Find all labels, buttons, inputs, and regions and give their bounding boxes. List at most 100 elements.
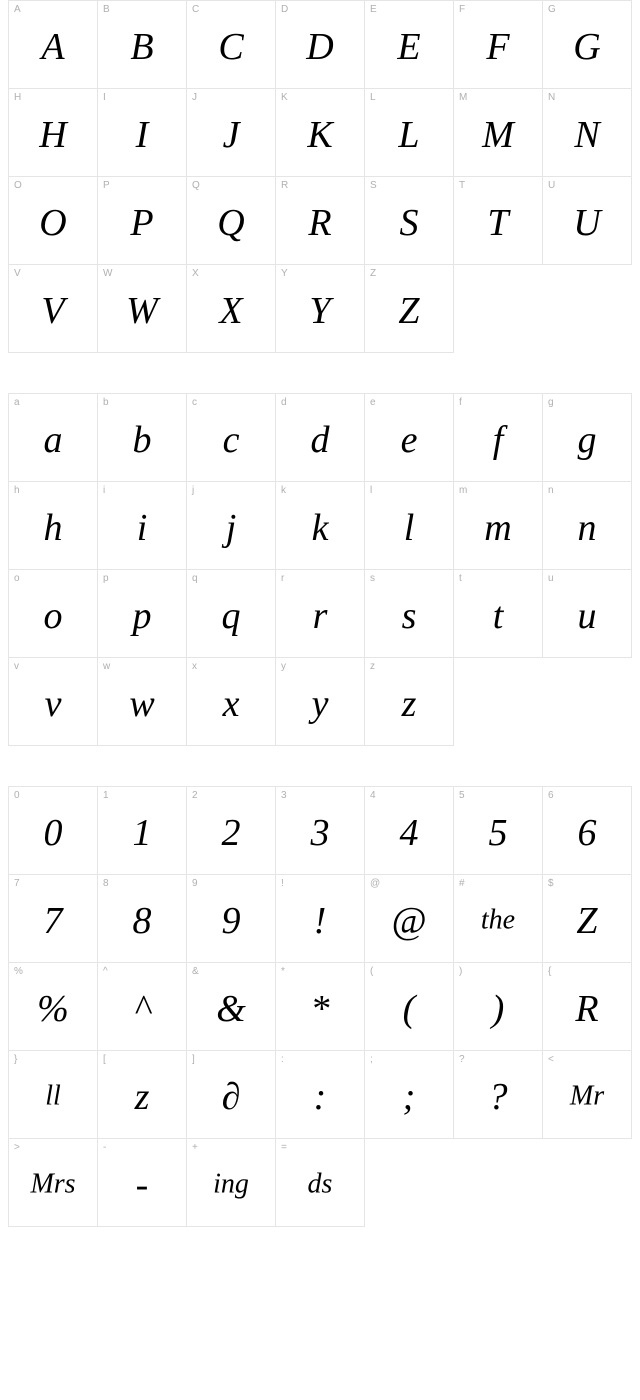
glyph-section-uppercase: AABBCCDDEEFFGGHHIIJJKKLLMMNNOOPPQQRRSSTT… xyxy=(0,0,640,353)
empty-cell xyxy=(543,658,632,746)
glyph-sample: ing xyxy=(213,1170,249,1198)
cell-label: * xyxy=(281,966,285,977)
cell-label: 8 xyxy=(103,878,109,889)
cell-label: D xyxy=(281,4,288,15)
cell-label: 2 xyxy=(192,790,198,801)
cell-label: } xyxy=(14,1054,17,1065)
glyph-sample: 4 xyxy=(400,813,419,851)
cell-label: s xyxy=(370,573,375,584)
cell-label: E xyxy=(370,4,377,15)
glyph-sample: H xyxy=(39,115,66,153)
cell-label: L xyxy=(370,92,376,103)
glyph-sample: f xyxy=(493,420,504,458)
glyph-cell: QQ xyxy=(187,177,276,265)
glyph-sample: a xyxy=(44,420,63,458)
glyph-cell: 88 xyxy=(98,875,187,963)
cell-label: a xyxy=(14,397,20,408)
glyph-cell: 99 xyxy=(187,875,276,963)
cell-label: + xyxy=(192,1142,198,1153)
cell-label: = xyxy=(281,1142,287,1153)
cell-label: 6 xyxy=(548,790,554,801)
cell-label: R xyxy=(281,180,288,191)
glyph-cell: (( xyxy=(365,963,454,1051)
cell-label: A xyxy=(14,4,21,15)
cell-label: B xyxy=(103,4,110,15)
cell-label: g xyxy=(548,397,554,408)
glyph-cell: cc xyxy=(187,394,276,482)
glyph-cell: $Z xyxy=(543,875,632,963)
glyph-cell: RR xyxy=(276,177,365,265)
glyph-cell: EE xyxy=(365,1,454,89)
cell-label: [ xyxy=(103,1054,106,1065)
cell-label: x xyxy=(192,661,197,672)
cell-label: l xyxy=(370,485,372,496)
glyph-cell: yy xyxy=(276,658,365,746)
cell-label: ? xyxy=(459,1054,465,1065)
glyph-cell: #the xyxy=(454,875,543,963)
glyph-cell: FF xyxy=(454,1,543,89)
glyph-cell: ll xyxy=(365,482,454,570)
glyph-section-lowercase: aabbccddeeffgghhiijjkkllmmnnooppqqrrsstt… xyxy=(0,393,640,746)
glyph-sample: 5 xyxy=(489,813,508,851)
glyph-sample: ; xyxy=(403,1077,416,1115)
glyph-cell: dd xyxy=(276,394,365,482)
glyph-sample: D xyxy=(306,27,333,65)
glyph-cell: }ll xyxy=(9,1051,98,1139)
glyph-cell: aa xyxy=(9,394,98,482)
glyph-sample: j xyxy=(226,508,237,546)
glyph-cell: 22 xyxy=(187,787,276,875)
glyph-sample: S xyxy=(400,203,419,241)
glyph-sample: z xyxy=(135,1077,150,1115)
glyph-cell: KK xyxy=(276,89,365,177)
glyph-cell: ww xyxy=(98,658,187,746)
glyph-cell: YY xyxy=(276,265,365,353)
cell-label: Y xyxy=(281,268,288,279)
glyph-sample: ds xyxy=(308,1170,333,1198)
glyph-cell: ?? xyxy=(454,1051,543,1139)
cell-label: % xyxy=(14,966,23,977)
cell-label: C xyxy=(192,4,199,15)
glyph-sample: 7 xyxy=(44,901,63,939)
empty-cell xyxy=(454,658,543,746)
glyph-cell: ee xyxy=(365,394,454,482)
glyph-sample: C xyxy=(218,27,243,65)
cell-label: c xyxy=(192,397,197,408)
glyph-sample: ( xyxy=(403,989,416,1027)
cell-label: F xyxy=(459,4,465,15)
glyph-cell: )) xyxy=(454,963,543,1051)
cell-label: U xyxy=(548,180,555,191)
glyph-cell: 77 xyxy=(9,875,98,963)
glyph-sample: u xyxy=(578,596,597,634)
cell-label: O xyxy=(14,180,22,191)
glyph-sample: q xyxy=(222,596,241,634)
cell-label: m xyxy=(459,485,467,496)
glyph-cell: !! xyxy=(276,875,365,963)
glyph-cell: MM xyxy=(454,89,543,177)
glyph-sample: ^ xyxy=(134,989,150,1027)
cell-label: p xyxy=(103,573,109,584)
glyph-sample: M xyxy=(482,115,514,153)
cell-label: t xyxy=(459,573,462,584)
glyph-cell: PP xyxy=(98,177,187,265)
glyph-cell: hh xyxy=(9,482,98,570)
glyph-sample: O xyxy=(39,203,66,241)
glyph-sample: 1 xyxy=(133,813,152,851)
glyph-sample: c xyxy=(223,420,240,458)
glyph-cell: 00 xyxy=(9,787,98,875)
glyph-cell: ss xyxy=(365,570,454,658)
empty-cell xyxy=(454,265,543,353)
glyph-sample: w xyxy=(129,684,154,722)
glyph-cell: ;; xyxy=(365,1051,454,1139)
glyph-cell: {R xyxy=(543,963,632,1051)
glyph-sample: o xyxy=(44,596,63,634)
glyph-sample: h xyxy=(44,508,63,546)
cell-label: 5 xyxy=(459,790,465,801)
glyph-sample: y xyxy=(312,684,329,722)
cell-label: ^ xyxy=(103,966,108,977)
cell-label: z xyxy=(370,661,375,672)
glyph-cell: 33 xyxy=(276,787,365,875)
glyph-sample: % xyxy=(37,989,69,1027)
glyph-sample: E xyxy=(397,27,420,65)
glyph-cell: SS xyxy=(365,177,454,265)
glyph-cell: 11 xyxy=(98,787,187,875)
